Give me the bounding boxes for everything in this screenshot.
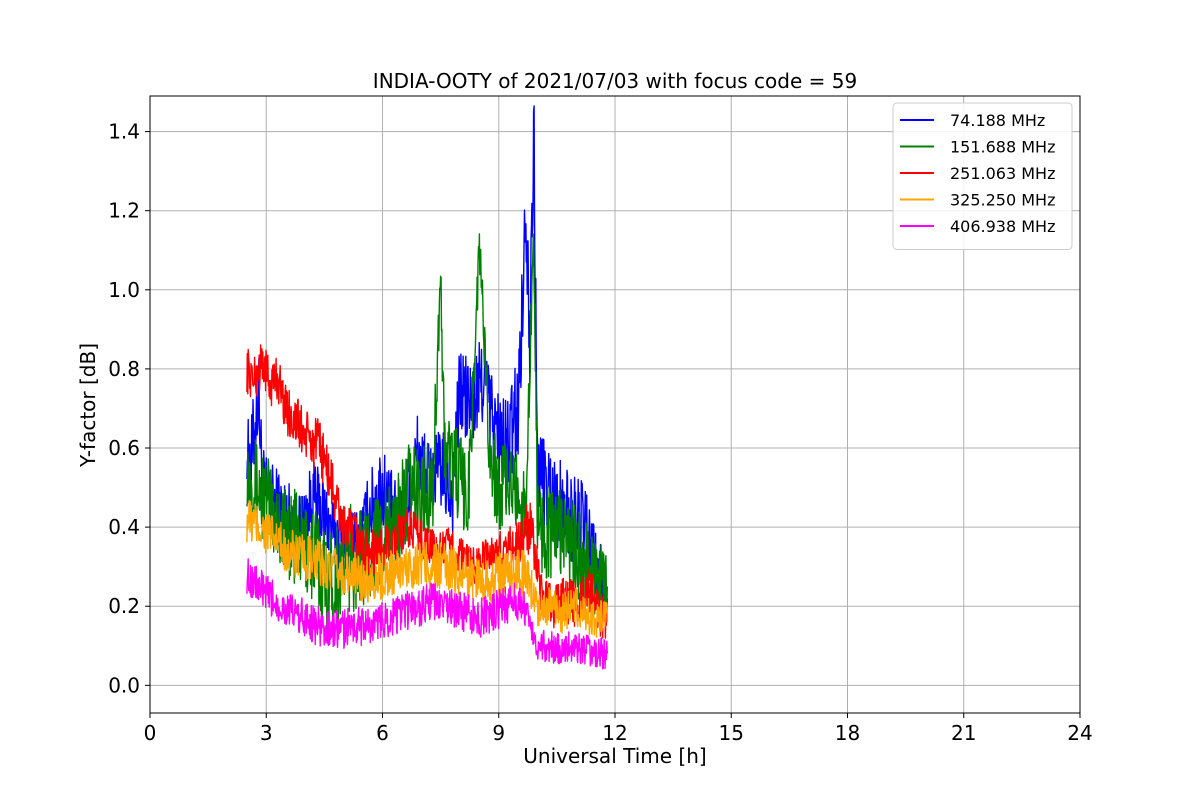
legend-box [892, 102, 1073, 250]
y-tick-label: 1.2 [108, 199, 140, 223]
legend-label: 74.188 MHz [950, 111, 1045, 130]
y-tick-label: 0.8 [108, 357, 140, 381]
series-layer [246, 105, 608, 670]
x-axis: 0 3 6 9 12 15 18 21 24 [144, 713, 1093, 745]
x-tick-label: 9 [492, 721, 505, 745]
x-tick-label: 6 [376, 721, 389, 745]
x-axis-label: Universal Time [h] [523, 744, 706, 768]
y-tick-label: 0.6 [108, 436, 140, 460]
y-tick-label: 0.4 [108, 515, 140, 539]
y-tick-label: 1.4 [108, 120, 140, 144]
x-tick-label: 0 [144, 721, 157, 745]
y-tick-label: 0.0 [108, 673, 140, 697]
legend-label: 251.063 MHz [950, 164, 1055, 183]
x-tick-label: 15 [719, 721, 744, 745]
x-tick-label: 21 [951, 721, 976, 745]
legend: 74.188 MHz 151.688 MHz 251.063 MHz 325.250 … [892, 102, 1073, 250]
series-line-3 [246, 500, 608, 638]
legend-label: 151.688 MHz [950, 138, 1055, 157]
x-tick-label: 12 [602, 721, 627, 745]
x-tick-label: 24 [1067, 721, 1092, 745]
legend-label: 406.938 MHz [950, 217, 1055, 236]
series-line-4 [246, 558, 608, 670]
y-tick-label: 0.2 [108, 594, 140, 618]
series-line-1 [246, 233, 608, 644]
y-axis: 0.0 0.2 0.4 0.6 0.8 1.0 1.2 1.4 [108, 120, 150, 697]
chart-title: INDIA-OOTY of 2021/07/03 with focus code… [373, 69, 857, 93]
x-tick-label: 3 [260, 721, 273, 745]
legend-label: 325.250 MHz [950, 191, 1055, 210]
y-axis-label: Y-factor [dB] [76, 343, 100, 468]
x-tick-label: 18 [835, 721, 860, 745]
y-tick-label: 1.0 [108, 278, 140, 302]
